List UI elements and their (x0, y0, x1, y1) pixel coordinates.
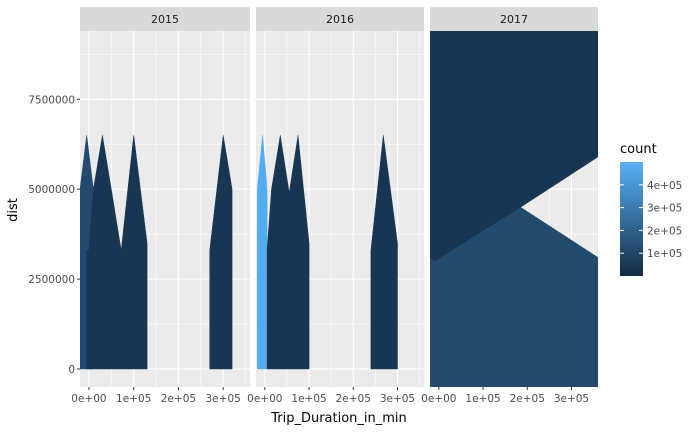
facet-strip (430, 7, 598, 31)
facets-layer: 2015 0e+00 1e+05 2e+05 3e+05 0 2500000 5000000 7… (28, 7, 598, 405)
y-tick-label: 0 (68, 364, 75, 376)
legend-break-label: 4e+05 (647, 180, 682, 192)
x-tick-label: 3e+05 (554, 393, 589, 405)
density-polygon-2015-2 (88, 135, 148, 370)
y-axis-title: dist (6, 198, 21, 222)
legend-title: count (620, 142, 657, 157)
x-tick-label: 2e+05 (510, 393, 545, 405)
density-polygon-2015-3 (209, 135, 233, 370)
facet-panel-2016: 2016 0e+00 1e+05 2e+05 3e+05 (247, 7, 424, 405)
density-polygon-2016-0 (257, 135, 268, 370)
x-tick-label: 0e+00 (71, 393, 106, 405)
density-polygons (430, 31, 598, 387)
facet-strip (80, 7, 250, 31)
facet-strip (256, 7, 424, 31)
facet-strip-label: 2016 (326, 13, 354, 26)
x-tick-label: 1e+05 (291, 393, 326, 405)
density-polygons (80, 135, 233, 370)
facet-panel-2015: 2015 0e+00 1e+05 2e+05 3e+05 0 2500000 5000000 7… (28, 7, 250, 405)
x-tick-label: 0e+00 (421, 393, 456, 405)
y-tick-label: 2500000 (28, 274, 75, 286)
density-polygon-2017-1 (430, 31, 598, 262)
legend-break-label: 3e+05 (647, 203, 682, 215)
facet-strip-label: 2015 (151, 13, 179, 26)
density-polygon-2016-1 (266, 135, 310, 370)
density-polygon-2015-1 (86, 250, 90, 370)
y-tick-label: 7500000 (28, 94, 75, 106)
y-tick-label: 5000000 (28, 184, 75, 196)
x-axis-title: Trip_Duration_in_min (270, 411, 407, 426)
legend-break-label: 2e+05 (647, 225, 682, 237)
density-polygon-2016-2 (370, 135, 398, 370)
x-tick-label: 2e+05 (161, 393, 196, 405)
facet-strip-label: 2017 (500, 13, 528, 26)
legend: count 1e+05 2e+05 3e+05 4e+05 (620, 142, 682, 276)
x-tick-label: 3e+05 (380, 393, 415, 405)
facet-panel-2017: 2017 0e+00 1e+05 2e+05 3e+05 (421, 7, 598, 405)
legend-break-label: 1e+05 (647, 248, 682, 260)
density-polygons (257, 135, 398, 370)
x-tick-label: 0e+00 (247, 393, 282, 405)
x-tick-label: 3e+05 (206, 393, 241, 405)
x-tick-label: 2e+05 (336, 393, 371, 405)
legend-colorbar (620, 162, 643, 276)
x-tick-label: 1e+05 (116, 393, 151, 405)
x-tick-label: 1e+05 (465, 393, 500, 405)
